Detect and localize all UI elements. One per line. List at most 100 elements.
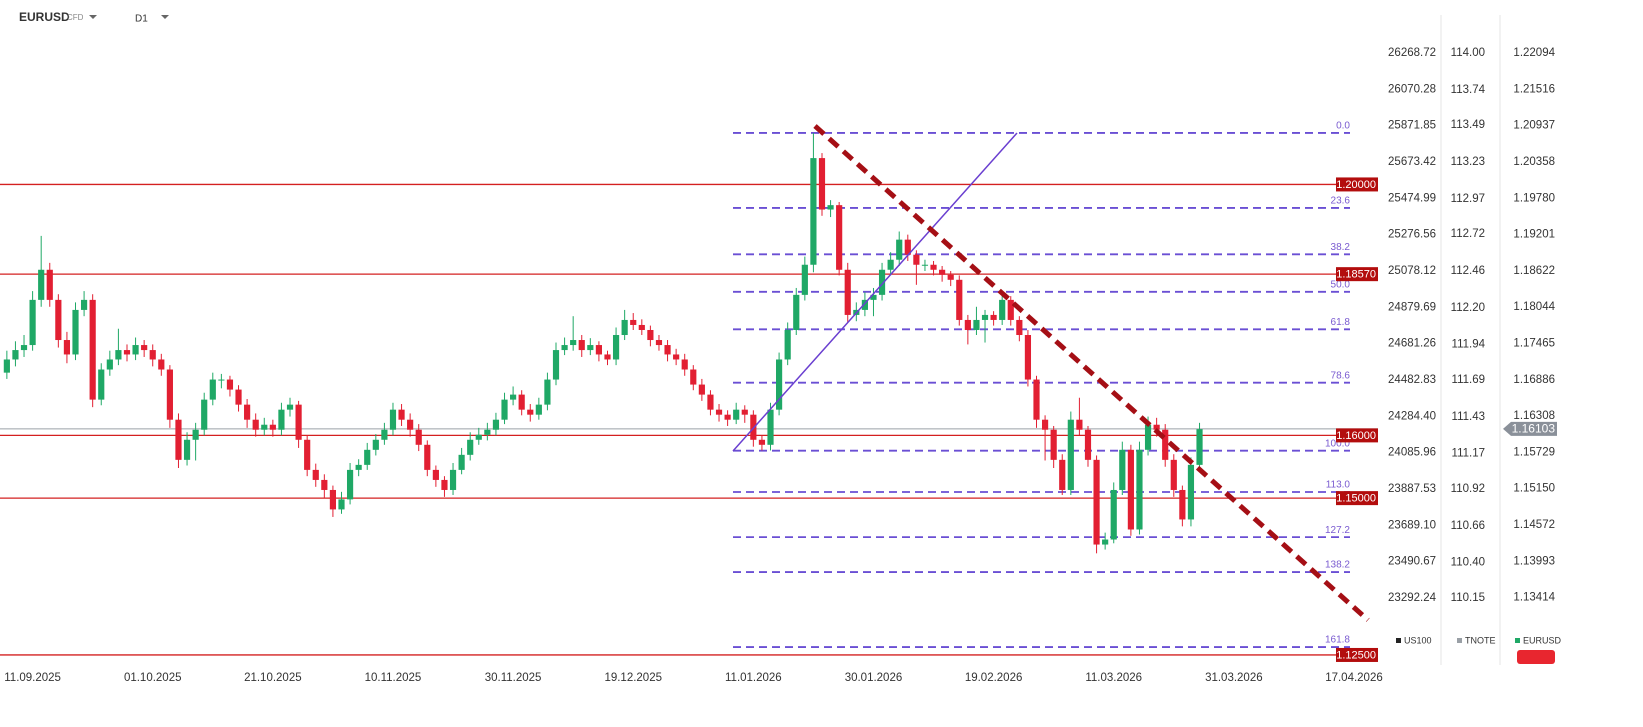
candle-body bbox=[295, 404, 302, 440]
candle-body bbox=[381, 429, 388, 440]
x-tick-label: 17.04.2026 bbox=[1325, 672, 1383, 684]
y-tick-label: 1.13993 bbox=[1513, 555, 1555, 567]
candle-body bbox=[595, 345, 602, 355]
candle-body bbox=[424, 444, 431, 470]
y-tick-label: 1.17465 bbox=[1513, 338, 1555, 350]
candle-body bbox=[818, 158, 826, 210]
candle-body bbox=[98, 369, 105, 400]
candle-body bbox=[612, 335, 620, 360]
candle-body bbox=[570, 340, 577, 346]
y-tick-label: 110.66 bbox=[1451, 520, 1485, 532]
y-tick-label: 24482.83 bbox=[1388, 374, 1436, 386]
x-tick-label: 11.09.2025 bbox=[4, 672, 61, 684]
candle-body bbox=[398, 409, 405, 420]
candle-body bbox=[484, 429, 491, 435]
y-tick-label: 24681.26 bbox=[1388, 338, 1436, 350]
symbol-type: CFD bbox=[67, 13, 84, 22]
dropdown-arrow[interactable] bbox=[89, 15, 97, 19]
candle-body bbox=[1076, 419, 1083, 430]
candle-body bbox=[407, 419, 414, 430]
candle-body bbox=[990, 314, 997, 320]
x-tick-label: 21.10.2025 bbox=[244, 672, 302, 684]
candle-body bbox=[655, 340, 663, 346]
candle-body bbox=[467, 439, 474, 455]
candle-body bbox=[1093, 459, 1100, 545]
candle-body bbox=[1119, 449, 1126, 490]
legend-label: US100 bbox=[1404, 635, 1432, 645]
candle-body bbox=[861, 299, 868, 310]
candle-body bbox=[715, 409, 723, 415]
candle-body bbox=[389, 409, 397, 430]
candle-body bbox=[836, 205, 843, 270]
y-tick-label: 1.18044 bbox=[1513, 301, 1555, 313]
y-tick-label: 1.20937 bbox=[1513, 120, 1555, 132]
candle-body bbox=[355, 464, 362, 470]
y-tick-label: 25276.56 bbox=[1388, 229, 1436, 241]
candle-body bbox=[578, 340, 585, 351]
y-tick-label: 111.43 bbox=[1452, 411, 1485, 423]
candle-body bbox=[741, 409, 748, 415]
candle-body bbox=[913, 254, 920, 265]
y-tick-label: 113.74 bbox=[1451, 84, 1486, 96]
candle-body bbox=[510, 394, 517, 400]
x-tick-label: 01.10.2025 bbox=[124, 672, 182, 684]
candle-body bbox=[621, 319, 628, 336]
candle-body bbox=[518, 394, 525, 410]
candle-body bbox=[12, 350, 19, 360]
candle-body bbox=[492, 419, 500, 430]
candle-body bbox=[158, 359, 165, 370]
candle-body bbox=[304, 439, 311, 470]
fib-label: 50.0 bbox=[1331, 279, 1351, 290]
x-tick-label: 31.03.2026 bbox=[1205, 672, 1263, 684]
candle-body bbox=[29, 299, 36, 346]
action-button[interactable] bbox=[1517, 650, 1555, 664]
price-level-tag bbox=[1336, 491, 1378, 506]
candle-body bbox=[183, 439, 191, 460]
candle-body bbox=[3, 359, 10, 373]
candle-body bbox=[544, 379, 551, 405]
y-tick-label: 110.40 bbox=[1451, 557, 1485, 569]
legend-swatch bbox=[1515, 638, 1520, 643]
candle-body bbox=[827, 205, 834, 210]
price-level-label: 1.12500 bbox=[1336, 649, 1376, 661]
y-tick-label: 23689.10 bbox=[1388, 519, 1436, 531]
trend-line[interactable] bbox=[813, 124, 1370, 622]
candle-body bbox=[209, 379, 216, 400]
timeframe[interactable]: D1 bbox=[135, 14, 148, 25]
y-tick-label: 1.19201 bbox=[1513, 229, 1555, 241]
y-tick-label: 25673.42 bbox=[1388, 156, 1436, 168]
candle-body bbox=[415, 429, 422, 445]
candle-body bbox=[681, 359, 688, 370]
y-tick-label: 1.20358 bbox=[1513, 156, 1555, 168]
legend-swatch bbox=[1457, 638, 1462, 643]
candle-body bbox=[733, 409, 740, 420]
price-level-label: 1.15000 bbox=[1336, 493, 1376, 505]
candle-body bbox=[432, 469, 439, 480]
candle-body bbox=[1170, 459, 1177, 490]
candle-body bbox=[767, 409, 774, 445]
candle-body bbox=[1162, 429, 1169, 460]
dropdown-arrow[interactable] bbox=[161, 15, 169, 19]
candle-body bbox=[793, 294, 800, 330]
candle-body bbox=[664, 345, 671, 355]
candle-body bbox=[175, 419, 182, 460]
y-tick-label: 24284.40 bbox=[1388, 410, 1436, 422]
candle-body bbox=[1153, 424, 1160, 430]
candle-body bbox=[604, 354, 611, 360]
trend-line[interactable] bbox=[732, 132, 1018, 452]
candle-body bbox=[226, 379, 234, 390]
fib-label: 38.2 bbox=[1331, 242, 1351, 253]
y-tick-label: 113.49 bbox=[1451, 119, 1485, 131]
candle-body bbox=[707, 394, 714, 410]
candle-body bbox=[1196, 429, 1203, 465]
candle-body bbox=[896, 239, 903, 260]
symbol[interactable]: EURUSD bbox=[19, 10, 70, 24]
candle-body bbox=[1110, 489, 1117, 540]
y-tick-label: 111.94 bbox=[1452, 339, 1486, 351]
candle-body bbox=[801, 264, 808, 295]
y-tick-label: 1.22094 bbox=[1513, 47, 1555, 59]
candle-body bbox=[132, 345, 139, 355]
y-tick-label: 112.46 bbox=[1451, 265, 1485, 277]
candle-body bbox=[1007, 299, 1014, 320]
